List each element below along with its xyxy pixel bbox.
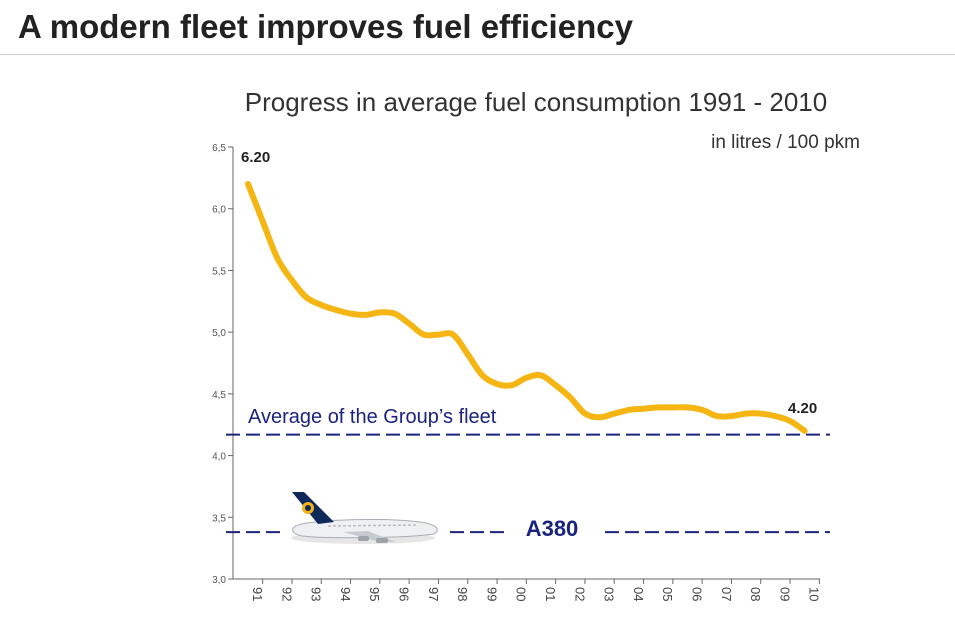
x-tick-label: 94	[338, 587, 353, 601]
x-tick-label: 91	[250, 587, 265, 601]
chart-title: Progress in average fuel consumption 199…	[245, 87, 827, 117]
y-tick-label: 3,5	[212, 513, 226, 524]
y-tick-label: 5,5	[212, 266, 226, 277]
x-tick-label: 10	[807, 587, 822, 601]
x-tick-label: 92	[279, 587, 294, 601]
a380-label: A380	[526, 516, 579, 541]
x-tick-label: 93	[309, 587, 324, 601]
reference-lines	[226, 433, 830, 534]
chart-subtitle: in litres / 100 pkm	[711, 132, 860, 153]
fuel-consumption-line	[245, 181, 808, 434]
x-tick-label: 97	[426, 587, 441, 601]
y-tick-label: 6,5	[212, 143, 226, 154]
a380-plane-icon	[291, 492, 438, 544]
x-tick-label: 09	[777, 587, 792, 601]
y-tick-label: 5,0	[212, 328, 226, 339]
y-tick-label: 4,0	[212, 452, 226, 463]
x-tick-label: 05	[660, 587, 675, 601]
x-tick-label: 00	[514, 587, 529, 601]
title-divider	[0, 54, 955, 55]
x-tick-label: 03	[602, 587, 617, 601]
x-tick-label: 98	[455, 587, 470, 601]
y-tick-label: 4,5	[212, 390, 226, 401]
x-tick-label: 07	[719, 587, 734, 601]
x-tick-label: 04	[631, 587, 646, 601]
page-title: A modern fleet improves fuel efficiency	[18, 8, 633, 45]
y-axis-ticks: 3,0 3,5 4,0 4,5 5,0 5,5 6,0 6,5	[212, 143, 233, 586]
x-tick-label: 01	[543, 587, 558, 601]
group-average-label: Average of the Group’s fleet	[248, 406, 497, 428]
x-tick-label: 06	[690, 587, 705, 601]
end-value-label: 4.20	[788, 400, 817, 417]
fuel-series	[245, 181, 808, 434]
start-value-label: 6.20	[241, 149, 270, 166]
y-tick-label: 6,0	[212, 205, 226, 216]
y-tick-label: 3,0	[212, 575, 226, 586]
x-tick-label: 02	[572, 587, 587, 601]
x-tick-label: 08	[748, 587, 763, 601]
x-tick-label: 96	[397, 587, 412, 601]
x-tick-label: 99	[484, 587, 499, 601]
x-axis-ticks: 91 92 93 94 95 96 97 98 99 00 01 02 03 04 05 06 07 08 09 10	[250, 579, 822, 601]
x-tick-label: 95	[367, 587, 382, 601]
